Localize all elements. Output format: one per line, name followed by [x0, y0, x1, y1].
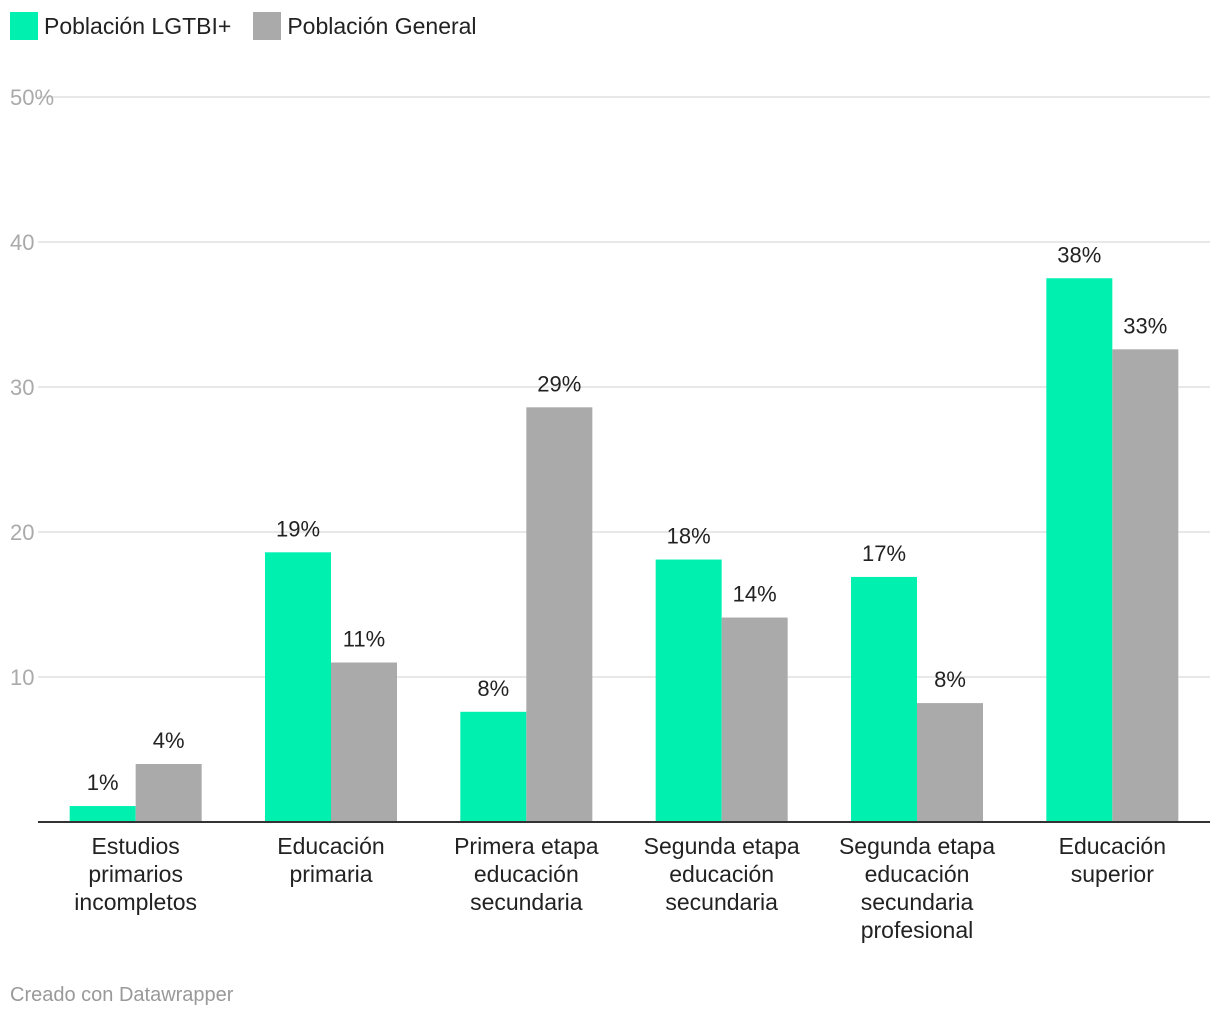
- bar: [851, 576, 917, 822]
- y-tick-label: 40: [10, 230, 34, 255]
- legend-swatch-lgtbi: [10, 12, 38, 40]
- x-tick-label-line: educación: [669, 861, 774, 887]
- x-tick-label-line: primaria: [289, 861, 372, 887]
- data-label: 19%: [276, 516, 320, 541]
- bar-chart: 10 20 30 40 50% 1% 4% Estudios primarios incomple…: [10, 85, 1210, 943]
- legend-swatch-general: [253, 12, 282, 40]
- y-tick-label: 50%: [10, 85, 54, 110]
- x-tick-label-line: superior: [1071, 861, 1154, 887]
- data-label: 38%: [1057, 242, 1101, 267]
- data-label: 14%: [733, 582, 777, 607]
- bar: [1046, 278, 1113, 822]
- x-tick-label-line: secundaria: [665, 889, 778, 915]
- legend-label-general: Población General: [287, 12, 477, 39]
- x-tick-label-line: secundaria: [861, 889, 974, 915]
- y-tick-label: 30: [10, 375, 34, 400]
- x-tick-label: Educación superior: [1059, 833, 1166, 887]
- data-label: 8%: [934, 667, 966, 692]
- x-tick-label-line: Estudios: [92, 833, 180, 859]
- data-label: 29%: [537, 371, 581, 396]
- bar: [460, 711, 527, 822]
- x-tick-label: Segunda etapa educación secundaria profesio…: [839, 833, 995, 943]
- x-tick-label: Segunda etapa educación secundaria: [644, 833, 800, 915]
- x-tick-label: Educación primaria: [277, 833, 384, 887]
- x-tick-label-line: educación: [474, 861, 579, 887]
- x-tick-label-line: Educación: [277, 833, 384, 859]
- x-tick-label-line: secundaria: [470, 889, 583, 915]
- chart-legend: Población LGTBI+ Población General: [10, 12, 477, 40]
- bar: [721, 617, 788, 822]
- bar: [917, 703, 983, 822]
- x-tick-label-line: primarios: [88, 861, 183, 887]
- x-tick-label: Estudios primarios incompletos: [74, 833, 197, 915]
- data-label: 17%: [862, 541, 906, 566]
- data-label: 8%: [477, 676, 509, 701]
- x-tick-label-line: incompletos: [74, 889, 197, 915]
- legend-item-general[interactable]: Población General: [253, 12, 477, 40]
- bar: [331, 662, 397, 822]
- x-tick-label-line: Segunda etapa: [644, 833, 800, 859]
- bar: [1112, 349, 1179, 822]
- x-tick-label-line: profesional: [861, 917, 974, 943]
- bar: [526, 407, 593, 822]
- x-tick-label-line: educación: [865, 861, 970, 887]
- x-tick-label-line: Segunda etapa: [839, 833, 995, 859]
- data-label: 4%: [153, 728, 185, 753]
- x-tick-label-line: Educación: [1059, 833, 1166, 859]
- y-tick-label: 10: [10, 665, 34, 690]
- bar: [265, 552, 331, 822]
- data-label: 33%: [1123, 313, 1167, 338]
- x-tick-label: Primera etapa educación secundaria: [454, 833, 599, 915]
- footer-credit: Creado con Datawrapper: [10, 984, 234, 1006]
- legend-label-lgtbi: Población LGTBI+: [44, 12, 232, 39]
- x-tick-label-line: Primera etapa: [454, 833, 599, 859]
- data-label: 11%: [343, 627, 385, 652]
- bar: [655, 559, 722, 822]
- bar: [135, 764, 202, 822]
- y-tick-label: 20: [10, 520, 34, 545]
- bar: [69, 806, 136, 822]
- legend-item-lgtbi[interactable]: Población LGTBI+: [10, 12, 231, 40]
- data-label: 18%: [667, 524, 711, 549]
- data-label: 1%: [87, 770, 119, 795]
